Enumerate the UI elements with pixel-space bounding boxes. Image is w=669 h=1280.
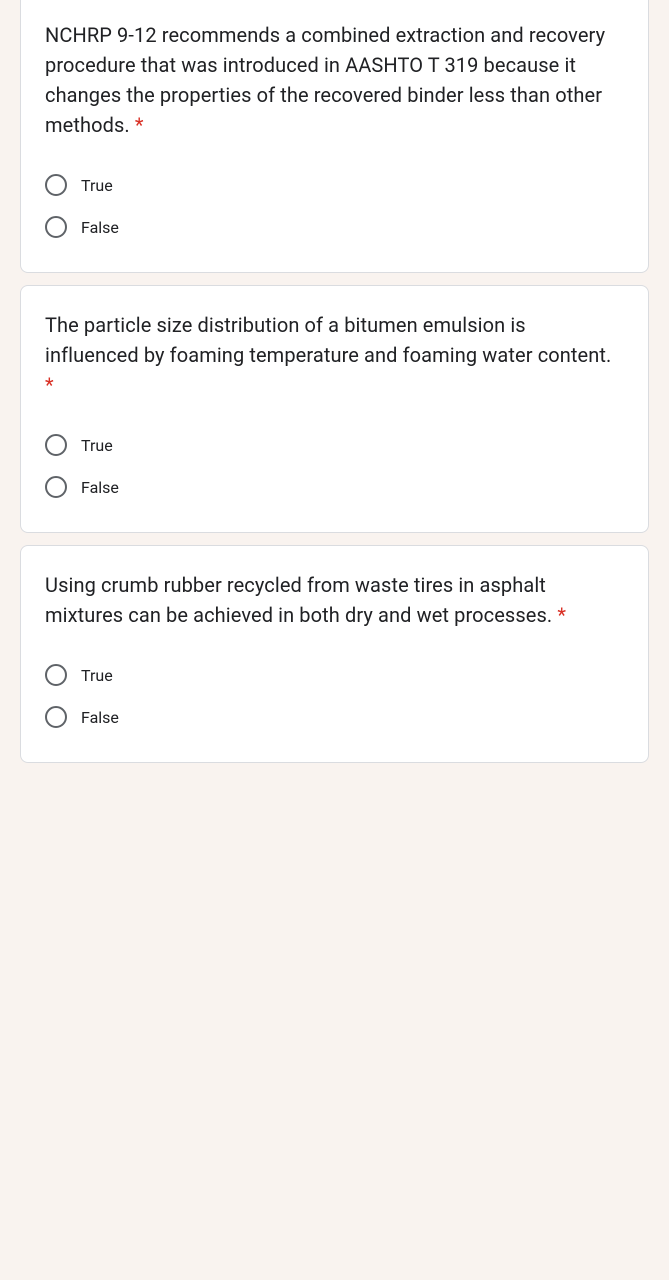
radio-option-false[interactable]: False — [45, 466, 624, 508]
option-label: False — [81, 218, 119, 237]
radio-icon — [45, 476, 67, 498]
question-text: NCHRP 9-12 recommends a combined extract… — [45, 20, 624, 140]
required-mark: * — [557, 603, 566, 627]
radio-icon — [45, 434, 67, 456]
question-card: NCHRP 9-12 recommends a combined extract… — [20, 0, 649, 273]
option-label: False — [81, 478, 119, 497]
question-body: The particle size distribution of a bitu… — [45, 313, 611, 367]
question-text: The particle size distribution of a bitu… — [45, 310, 624, 400]
required-mark: * — [135, 113, 144, 137]
option-label: True — [81, 666, 113, 685]
question-body: NCHRP 9-12 recommends a combined extract… — [45, 23, 605, 137]
question-text: Using crumb rubber recycled from waste t… — [45, 570, 624, 630]
radio-option-true[interactable]: True — [45, 164, 624, 206]
radio-option-true[interactable]: True — [45, 654, 624, 696]
option-label: True — [81, 436, 113, 455]
question-card: The particle size distribution of a bitu… — [20, 285, 649, 533]
question-card: Using crumb rubber recycled from waste t… — [20, 545, 649, 763]
radio-icon — [45, 216, 67, 238]
radio-icon — [45, 664, 67, 686]
required-mark: * — [45, 373, 54, 397]
option-label: True — [81, 176, 113, 195]
question-body: Using crumb rubber recycled from waste t… — [45, 573, 552, 627]
radio-icon — [45, 174, 67, 196]
radio-option-true[interactable]: True — [45, 424, 624, 466]
radio-option-false[interactable]: False — [45, 696, 624, 738]
radio-icon — [45, 706, 67, 728]
radio-option-false[interactable]: False — [45, 206, 624, 248]
option-label: False — [81, 708, 119, 727]
